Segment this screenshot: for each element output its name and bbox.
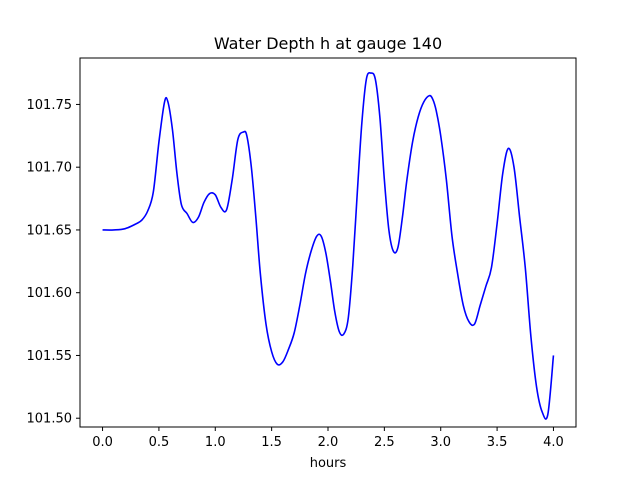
- series-line-0: [102, 72, 555, 420]
- x-tick-label: 2.5: [374, 435, 395, 450]
- y-tick-label: 101.75: [27, 98, 73, 113]
- x-axis-label: hours: [310, 456, 347, 471]
- x-tick-label: 3.0: [430, 435, 451, 450]
- y-axis: 101.50 101.55 101.60 101.65 101.70 101.75: [27, 98, 80, 427]
- y-tick-label: 101.60: [27, 286, 73, 301]
- x-tick-label: 1.0: [205, 435, 226, 450]
- x-tick-label: 3.5: [487, 435, 508, 450]
- plot-frame: [79, 57, 577, 428]
- x-tick-label: 0.5: [149, 435, 170, 450]
- x-tick-label: 4.0: [543, 435, 564, 450]
- x-tick-label: 0.0: [92, 435, 113, 450]
- y-tick-label: 101.50: [27, 412, 73, 427]
- chart-title: Water Depth h at gauge 140: [214, 34, 442, 53]
- x-axis: 0.0 0.5 1.0 1.5 2.0 2.5 3.0 3.5 4.0: [92, 427, 564, 450]
- y-tick-label: 101.65: [27, 223, 73, 238]
- y-tick-label: 101.55: [27, 349, 73, 364]
- x-tick-label: 2.0: [318, 435, 339, 450]
- y-tick-label: 101.70: [27, 161, 73, 176]
- x-tick-label: 1.5: [261, 435, 282, 450]
- plot-area: [102, 72, 555, 420]
